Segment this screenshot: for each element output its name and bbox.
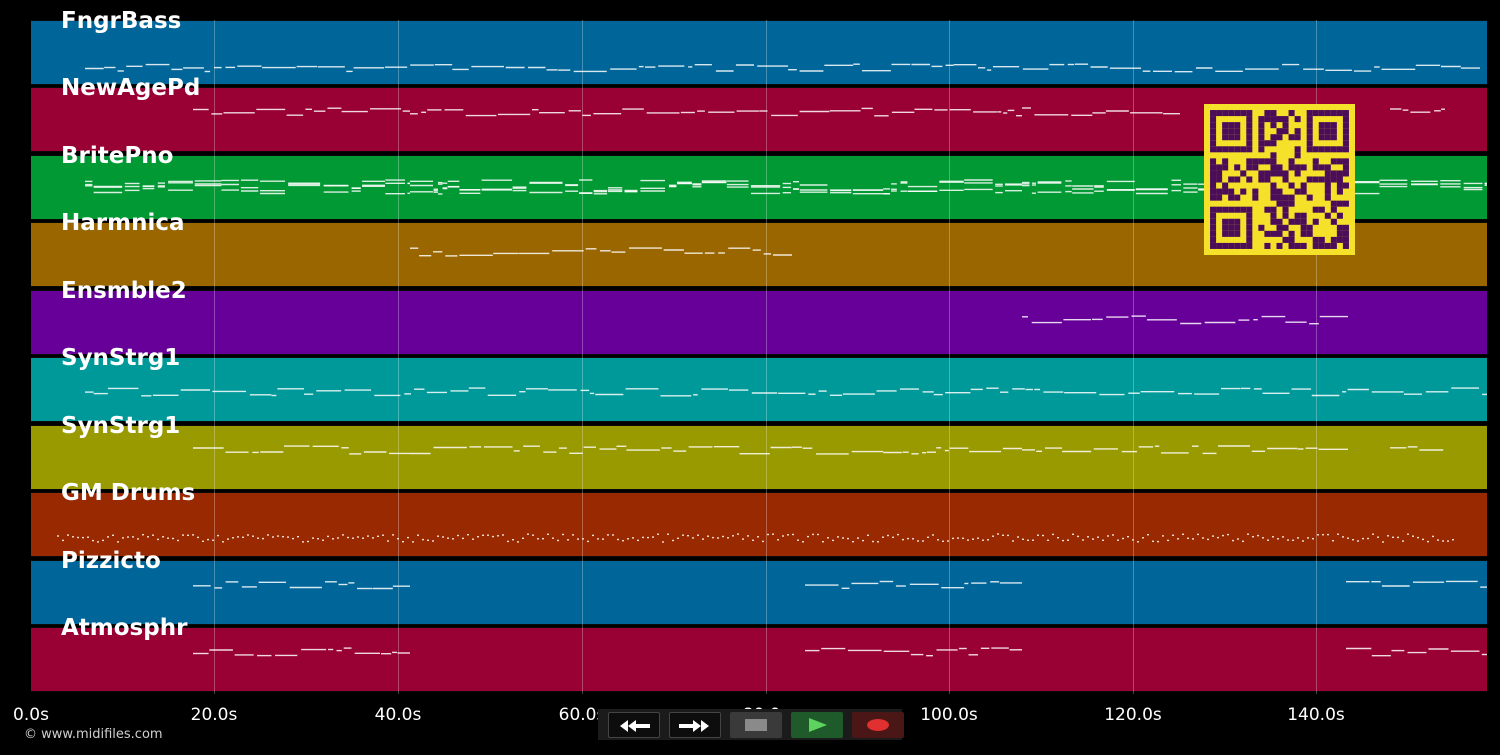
track-notes (410, 247, 792, 257)
track-name: NewAgePd (61, 75, 201, 101)
time-tick-label: 40.0s (374, 705, 422, 725)
rewind-icon (620, 720, 650, 732)
time-gridline (1316, 20, 1317, 694)
track-name: Harmnica (61, 210, 185, 236)
track-lane[interactable]: Pizzicto (31, 548, 1487, 625)
track-notes (57, 533, 1454, 543)
track-notes (85, 387, 1487, 397)
track-notes (1022, 315, 1348, 325)
fast-forward-icon (679, 720, 709, 732)
transport-controls (598, 709, 904, 740)
track-name: GM Drums (61, 480, 196, 506)
time-tick-label: 120.0s (1104, 705, 1162, 725)
track-notes (85, 63, 1480, 73)
play-icon (809, 718, 827, 732)
track-lane[interactable]: Harmnica (31, 210, 1487, 287)
track-name: Pizzicto (61, 548, 161, 574)
time-gridline (949, 20, 950, 694)
track-name: BritePno (61, 143, 174, 169)
time-gridline (582, 20, 583, 694)
track-notes (193, 580, 1487, 590)
track-name: SynStrg1 (61, 413, 181, 439)
record-icon (867, 719, 889, 731)
track-name: SynStrg1 (61, 345, 181, 371)
time-tick-label: 0.0s (13, 705, 49, 725)
time-tick-label: 60.0s (558, 705, 606, 725)
track-notes (193, 647, 1487, 657)
time-gridline (398, 20, 399, 694)
rewind-button[interactable] (608, 712, 660, 738)
track-notes (193, 107, 1445, 117)
time-gridline (1133, 20, 1134, 694)
time-gridline (766, 20, 767, 694)
track-lane[interactable]: FngrBass (31, 8, 1487, 85)
record-button[interactable] (852, 712, 904, 738)
track-notes (193, 445, 1444, 455)
track-name: Atmosphr (61, 615, 188, 641)
track-name: Ensmble2 (61, 278, 187, 304)
track-name: FngrBass (61, 8, 182, 34)
stop-icon (745, 719, 767, 731)
track-lane[interactable]: Ensmble2 (31, 278, 1487, 355)
track-lane[interactable]: GM Drums (31, 480, 1487, 557)
time-tick-label: 20.0s (190, 705, 238, 725)
qr-code (1204, 104, 1355, 255)
track-lane[interactable]: SynStrg1 (31, 345, 1487, 422)
track-lane[interactable]: SynStrg1 (31, 413, 1487, 490)
track-lane[interactable]: Atmosphr (31, 615, 1487, 692)
time-gridline (214, 20, 215, 694)
play-button[interactable] (791, 712, 843, 738)
stop-button[interactable] (730, 712, 782, 738)
fast-forward-button[interactable] (669, 712, 721, 738)
time-tick-label: 100.0s (920, 705, 978, 725)
copyright-text: © www.midifiles.com (24, 727, 163, 742)
time-tick-label: 140.0s (1287, 705, 1345, 725)
